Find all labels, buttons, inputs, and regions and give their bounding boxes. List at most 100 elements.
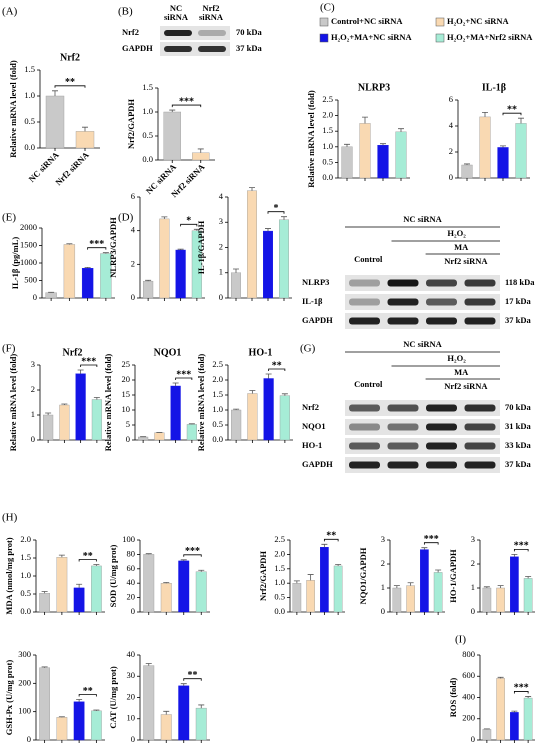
error-bar: [307, 574, 314, 581]
error-bar: [163, 582, 170, 584]
error-bar: [193, 228, 200, 231]
error-bar: [511, 710, 518, 713]
error-bar: [102, 252, 109, 254]
bar: [320, 547, 329, 613]
y-tick-label: 0: [471, 734, 475, 744]
bar: [482, 587, 492, 613]
y-tick-label: 2.0: [212, 374, 223, 384]
y-axis-label: ROS (fold): [448, 678, 458, 718]
significance-label: **: [83, 551, 93, 562]
y-tick-label: 4: [219, 191, 224, 201]
error-bar: [82, 126, 88, 132]
blot-band: [349, 279, 380, 287]
significance-label: **: [326, 531, 336, 542]
y-tick-label: 30: [127, 670, 136, 680]
group-label: H₂O₂: [447, 353, 466, 363]
kda-label: 37 kDa: [236, 43, 262, 53]
y-tick-label: 1.0: [212, 404, 223, 414]
significance-bracket: [87, 247, 107, 250]
blot-background: [160, 42, 230, 56]
error-bar: [518, 117, 524, 124]
blot-band: [464, 279, 496, 287]
y-tick-label: 1.5: [24, 64, 35, 74]
group-label: MA: [454, 242, 469, 252]
y-tick-label: 1.5: [20, 552, 31, 562]
error-bar: [188, 423, 195, 425]
blot-band: [349, 317, 380, 325]
bar: [73, 587, 85, 613]
blot-background: [345, 294, 500, 310]
y-tick-label: 3: [381, 534, 385, 544]
y-tick-label: 0.0: [24, 142, 35, 152]
bar: [395, 131, 407, 179]
bar: [178, 685, 190, 741]
bar: [159, 218, 170, 299]
error-bar: [407, 582, 414, 586]
error-bar: [161, 216, 168, 219]
bar: [392, 587, 402, 613]
blot-band: [464, 423, 496, 431]
chart-title: NQO1: [154, 347, 182, 358]
error-bar: [180, 559, 187, 561]
y-tick-label: 2.5: [322, 94, 333, 104]
y-tick-label: 0.0: [20, 606, 31, 616]
y-axis-label: Nrf2/GAPDH: [126, 99, 136, 149]
bar: [377, 145, 389, 179]
error-bar: [233, 408, 240, 410]
significance-label: ***: [185, 546, 200, 557]
bar: [59, 404, 70, 441]
y-tick-label: 0.5: [20, 588, 31, 598]
bar: [523, 697, 533, 741]
bar: [263, 378, 274, 441]
error-bar: [93, 564, 100, 566]
bar: [170, 385, 181, 441]
y-tick-label: 600: [462, 670, 475, 680]
blot-background: [345, 400, 500, 416]
error-bar: [48, 291, 55, 293]
error-bar: [198, 569, 205, 572]
bar: [510, 712, 519, 741]
y-tick-label: 0: [31, 434, 35, 444]
legend-label: H₂O₂+NC siRNA: [447, 16, 510, 26]
blot-band: [426, 461, 457, 469]
y-tick-label: 0.0: [142, 154, 153, 164]
y-tick-label: 0.0: [212, 434, 223, 444]
bar: [433, 572, 443, 613]
error-bar: [172, 382, 179, 386]
y-tick-label: 1.0: [20, 570, 31, 580]
panel-label: (C): [320, 2, 335, 14]
chart-title: Nrf2: [60, 52, 80, 63]
error-bar: [483, 586, 490, 588]
y-tick-label: 0: [131, 292, 135, 302]
y-tick-label: 6: [131, 191, 135, 201]
bar: [359, 123, 371, 179]
significance-bracket: [183, 554, 202, 557]
y-axis-label: MDA (nmol/mg prot): [4, 537, 14, 614]
bar: [420, 549, 429, 613]
blot-band: [349, 298, 380, 306]
significance-label: *: [186, 216, 191, 227]
y-axis-label: NQO1/GAPDH: [358, 547, 368, 604]
panel-label: (E): [2, 212, 16, 224]
chart-title: NLRP3: [358, 82, 390, 93]
bar: [333, 565, 343, 613]
blot-band: [387, 279, 419, 287]
bar: [496, 678, 505, 741]
bar: [163, 111, 181, 161]
y-tick-label: 4: [131, 225, 136, 235]
y-tick-label: 1.0: [24, 90, 35, 100]
error-bar: [145, 553, 152, 555]
bar: [160, 714, 172, 741]
blot-band: [164, 30, 192, 36]
error-bar: [77, 369, 84, 374]
y-tick-label: 2.0: [274, 548, 285, 558]
y-axis-label: Relative mRNA level (fold): [8, 60, 18, 158]
y-tick-label: 0.0: [322, 172, 333, 182]
error-bar: [497, 585, 504, 588]
error-bar: [281, 216, 287, 220]
error-bar: [464, 163, 470, 165]
blot-band: [426, 298, 457, 306]
y-tick-label: 0: [219, 292, 223, 302]
y-tick-label: 5: [126, 419, 130, 429]
